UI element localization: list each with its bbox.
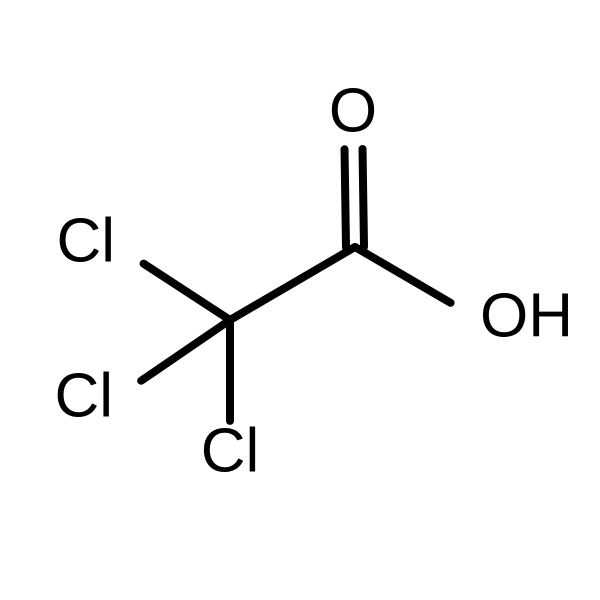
- molecule-canvas: O OH Cl Cl Cl: [0, 0, 600, 600]
- bond: [141, 320, 230, 381]
- atom-label-o_dbl: O: [329, 76, 377, 145]
- atom-label-cl_top: Cl: [56, 206, 115, 275]
- atom-label-cl_left: Cl: [54, 361, 113, 430]
- atom-label-cl_down: Cl: [201, 416, 260, 485]
- bond: [144, 264, 230, 320]
- bond: [355, 247, 451, 303]
- bond: [345, 149, 346, 247]
- atom-label-o_oh: OH: [480, 281, 573, 350]
- bonds-group: [141, 149, 450, 421]
- atom-labels-group: O OH Cl Cl Cl: [54, 76, 573, 485]
- bond: [363, 149, 364, 247]
- bond: [230, 247, 355, 320]
